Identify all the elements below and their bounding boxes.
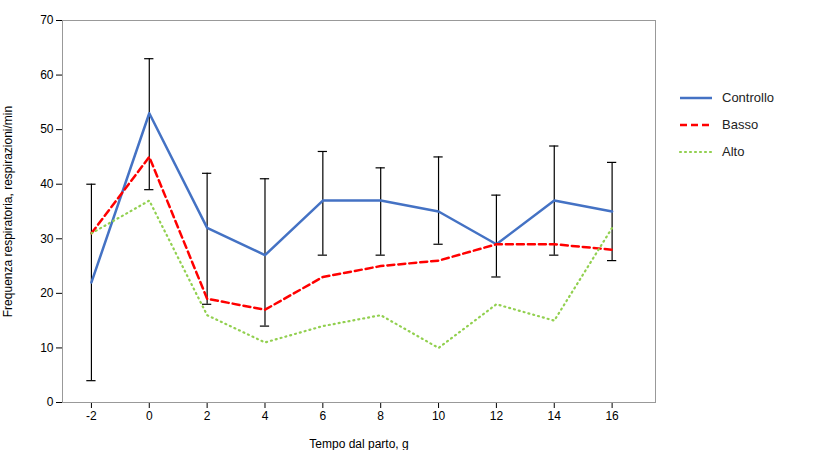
svg-text:10: 10 xyxy=(40,341,54,355)
svg-text:30: 30 xyxy=(40,232,54,246)
svg-text:70: 70 xyxy=(40,13,54,27)
svg-text:0: 0 xyxy=(146,409,153,423)
svg-text:Frequenza respiratoria, respir: Frequenza respiratoria, respirazioni/min xyxy=(1,106,15,317)
svg-text:4: 4 xyxy=(262,409,269,423)
svg-text:60: 60 xyxy=(40,68,54,82)
html-text:Basso: Basso xyxy=(722,117,759,132)
svg-text:Tempo dal parto, g: Tempo dal parto, g xyxy=(309,437,408,451)
svg-text:14: 14 xyxy=(548,409,562,423)
html-text:Controllo: Controllo xyxy=(722,90,774,105)
svg-text:-2: -2 xyxy=(86,409,97,423)
svg-text:8: 8 xyxy=(377,409,384,423)
svg-text:0: 0 xyxy=(47,395,54,409)
svg-text:40: 40 xyxy=(40,177,54,191)
svg-text:12: 12 xyxy=(490,409,504,423)
html-text:Alto: Alto xyxy=(722,144,745,159)
svg-text:50: 50 xyxy=(40,122,54,136)
svg-text:10: 10 xyxy=(432,409,446,423)
svg-text:2: 2 xyxy=(204,409,211,423)
svg-text:6: 6 xyxy=(319,409,326,423)
svg-text:16: 16 xyxy=(605,409,619,423)
svg-text:20: 20 xyxy=(40,286,54,300)
